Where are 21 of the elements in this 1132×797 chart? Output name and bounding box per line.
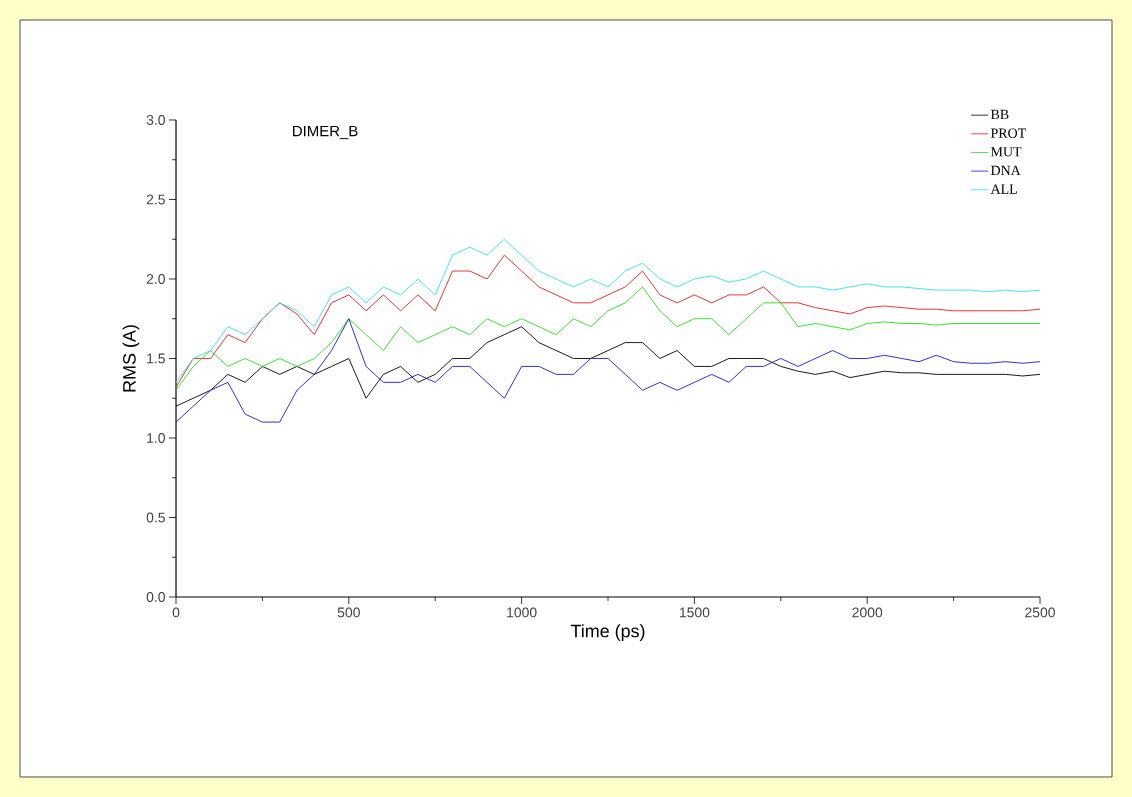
x-tick-label: 1500 [679, 607, 710, 618]
legend-label: PROT [990, 128, 1026, 138]
y-tick-label: 0.5 [146, 512, 165, 523]
y-tick-label: 0.0 [146, 592, 165, 602]
y-tick-label: 3.0 [146, 115, 165, 125]
y-tick-label: 2.0 [146, 274, 165, 284]
legend-label: BB [990, 109, 1009, 120]
x-tick-label: 2000 [852, 607, 883, 618]
x-tick-label: 1000 [507, 607, 537, 618]
legend-label: MUT [990, 147, 1022, 157]
y-tick-label: 1.0 [147, 433, 165, 443]
y-tick-label: 2.5 [146, 194, 165, 205]
x-tick-label: 500 [337, 607, 360, 618]
x-axis-title: Time (ps) [570, 624, 645, 641]
x-tick-label: 2500 [1025, 607, 1055, 618]
y-tick-label: 1.5 [147, 353, 165, 364]
legend-label: ALL [990, 184, 1017, 194]
chart-title: DIMER_B [293, 125, 358, 140]
x-tick-label: 0 [172, 607, 180, 618]
y-axis-title: RMS (A) [122, 325, 140, 392]
legend-label: DNA [990, 165, 1021, 175]
